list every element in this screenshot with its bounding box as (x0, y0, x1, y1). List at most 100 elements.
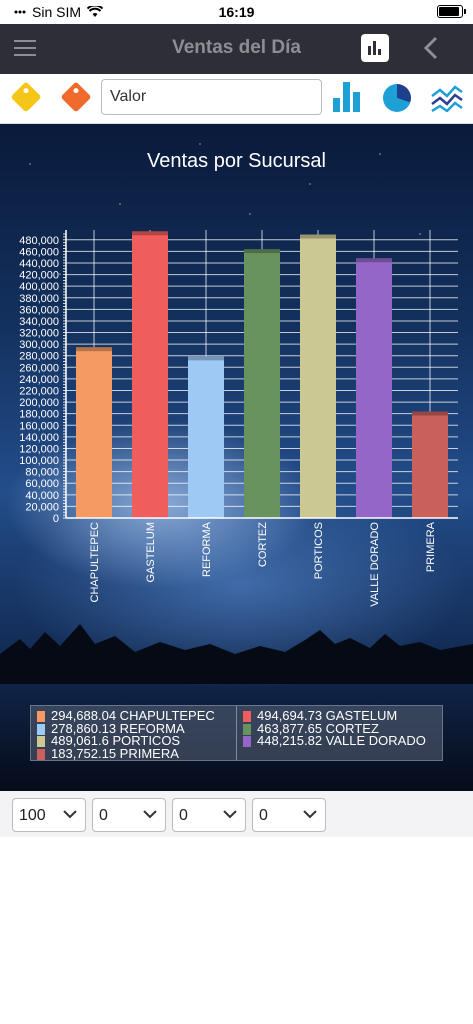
legend-swatch (243, 736, 251, 747)
legend-column-right: 494,694.73 GASTELUM 463,877.65 CORTEZ 448,… (237, 708, 437, 748)
legend-swatch (243, 723, 251, 735)
yellow-tag-icon[interactable] (10, 81, 42, 113)
y-tick-label: 480,000 (19, 235, 59, 247)
chart-panel: Ventas por Sucursal 0 20,000 40,000 60,000 8… (0, 124, 473, 791)
status-bar: Sin SIM 16:19 (0, 0, 473, 24)
legend-label: 278,860.13 REFORMA (51, 720, 185, 736)
x-tick-label: REFORMA (201, 521, 213, 577)
clock: 16:19 (218, 4, 255, 20)
y-tick-label: 140,000 (19, 432, 59, 444)
background-treeline (0, 624, 473, 684)
legend-divider (236, 706, 237, 760)
bar-cap (300, 234, 336, 239)
y-tick-label: 0 (53, 513, 59, 525)
bar-reforma (188, 356, 224, 518)
bar-cap (412, 411, 448, 416)
toolbar (0, 74, 473, 124)
y-tick-label: 380,000 (19, 293, 59, 305)
legend-column-left: 294,688.04 CHAPULTEPEC 278,860.13 REFORMA… (31, 708, 231, 761)
bar-chart: 020,00040,00060,00080,000100,000120,0001… (19, 230, 458, 607)
y-tick-label: 80,000 (25, 467, 59, 479)
y-tick-label: 260,000 (19, 362, 59, 374)
y-tick-label: 400,000 (19, 281, 59, 293)
line-chart-type-icon[interactable] (431, 84, 463, 112)
bar-cap (132, 231, 168, 236)
y-tick-label: 280,000 (19, 351, 59, 363)
y-tick-label: 300,000 (19, 339, 59, 351)
menu-icon[interactable] (14, 40, 36, 58)
legend-swatch (37, 736, 45, 747)
value-input[interactable] (101, 79, 322, 115)
filter-select-3[interactable]: 0 (172, 798, 246, 832)
y-tick-label: 180,000 (19, 409, 59, 421)
legend-label: 183,752.15 PRIMERA (51, 745, 179, 761)
y-tick-label: 220,000 (19, 385, 59, 397)
chevron-down-icon (303, 810, 317, 819)
bar-cap (356, 258, 392, 263)
legend-item: 294,688.04 CHAPULTEPEC (31, 708, 231, 723)
bar-valle-dorado (356, 258, 392, 518)
chart-title: Ventas por Sucursal (147, 150, 326, 172)
bar-chart-icon[interactable] (361, 34, 389, 62)
carrier-group: Sin SIM (14, 4, 104, 20)
chart-legend: 294,688.04 CHAPULTEPEC 278,860.13 REFORMA… (30, 705, 443, 761)
y-tick-label: 40,000 (25, 490, 59, 502)
legend-swatch (37, 748, 45, 760)
legend-swatch (37, 723, 45, 735)
bar-primera (412, 411, 448, 518)
legend-label: 494,694.73 GASTELUM (257, 708, 398, 723)
x-tick-label: PRIMERA (425, 521, 437, 572)
chevron-down-icon (143, 810, 157, 819)
y-tick-label: 100,000 (19, 455, 59, 467)
y-tick-label: 320,000 (19, 328, 59, 340)
legend-item: 183,752.15 PRIMERA (31, 745, 231, 761)
bar-cap (244, 249, 280, 254)
legend-item: 448,215.82 VALLE DORADO (237, 733, 437, 748)
nav-bar: Ventas del Día (0, 24, 473, 74)
filter-select-value: 0 (179, 807, 188, 824)
filter-select-value: 0 (259, 807, 268, 824)
y-tick-label: 120,000 (19, 443, 59, 455)
legend-swatch (37, 711, 45, 722)
filter-select-value: 0 (99, 807, 108, 824)
bar-cortez (244, 249, 280, 518)
x-tick-label: CORTEZ (257, 522, 269, 567)
legend-item: 278,860.13 REFORMA (31, 720, 231, 736)
bar-cap (188, 356, 224, 361)
bar-porticos (300, 234, 336, 518)
x-tick-label: GASTELUM (145, 522, 157, 583)
y-tick-label: 460,000 (19, 246, 59, 258)
back-chevron-icon[interactable] (423, 36, 439, 60)
filter-select-value: 100 (19, 807, 46, 824)
wifi-icon (87, 6, 104, 17)
y-tick-label: 360,000 (19, 304, 59, 316)
legend-item: 489,061.6 PORTICOS (31, 734, 231, 748)
y-tick-label: 60,000 (25, 478, 59, 490)
bar-gastelum (132, 231, 168, 518)
legend-label: 448,215.82 VALLE DORADO (257, 733, 426, 748)
filter-bar: 100 0 0 0 (0, 791, 473, 837)
y-tick-label: 240,000 (19, 374, 59, 386)
orange-tag-icon[interactable] (60, 81, 92, 113)
legend-label: 463,877.65 CORTEZ (257, 720, 379, 736)
legend-item: 494,694.73 GASTELUM (237, 708, 437, 723)
y-tick-label: 340,000 (19, 316, 59, 328)
carrier-label: Sin SIM (32, 4, 82, 20)
signal-dots-icon (14, 10, 26, 14)
chevron-down-icon (223, 810, 237, 819)
x-tick-label: PORTICOS (313, 522, 325, 579)
filter-select-1[interactable]: 100 (12, 798, 86, 832)
filter-select-2[interactable]: 0 (92, 798, 166, 832)
y-tick-label: 440,000 (19, 258, 59, 270)
bar-cap (76, 347, 112, 352)
bar-chart-type-icon[interactable] (333, 82, 361, 112)
filter-select-4[interactable]: 0 (252, 798, 326, 832)
legend-item: 463,877.65 CORTEZ (237, 720, 437, 736)
chevron-down-icon (63, 810, 77, 819)
legend-label: 294,688.04 CHAPULTEPEC (51, 708, 215, 723)
y-tick-label: 20,000 (25, 501, 59, 513)
y-tick-label: 200,000 (19, 397, 59, 409)
pie-chart-type-icon[interactable] (383, 84, 411, 112)
x-tick-label: CHAPULTEPEC (89, 522, 101, 603)
y-tick-label: 160,000 (19, 420, 59, 432)
